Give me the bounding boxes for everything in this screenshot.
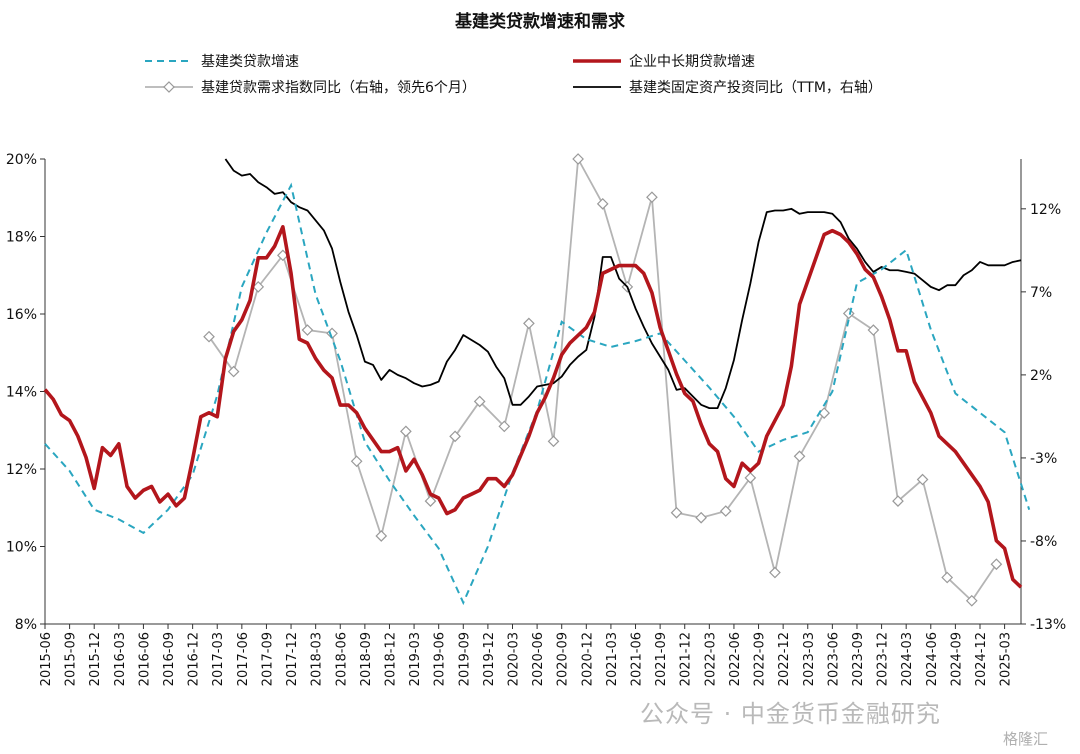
x-tick-label: 2024-06 [925,632,940,686]
x-tick-label: 2025-03 [999,632,1014,686]
x-tick-label: 2015-06 [39,632,54,686]
series-infra-demand-marker [941,571,954,584]
legend-label: 基建贷款需求指数同比（右轴，领先6个月） [201,79,476,96]
series-infra-demand-marker [424,495,437,507]
series-infra-demand-marker [596,197,609,210]
right-tick-label: -13% [1030,617,1066,633]
series-infra-demand-marker [990,558,1003,571]
x-tick-label: 2024-09 [949,632,964,686]
x-tick-label: 2017-06 [236,632,251,686]
series-infra-demand-marker [916,473,929,486]
legend-swatch-infra-demand-marker [163,81,175,93]
x-tick-label: 2019-06 [433,632,448,686]
x-tick-label: 2021-03 [605,632,620,686]
watermark-text: 公众号 · 中金货币金融研究 [640,700,941,728]
x-tick-label: 2020-09 [556,632,571,686]
x-tick-label: 2023-03 [802,632,817,686]
right-tick-label: -8% [1030,534,1057,550]
x-tick-label: 2016-03 [113,632,128,686]
series-infra-demand-marker [301,324,314,336]
x-tick-label: 2017-09 [260,632,275,686]
left-tick-label: 20% [6,152,37,168]
series-infra-demand-marker [818,407,831,419]
series-infra-demand-marker [252,281,265,293]
x-tick-label: 2021-06 [630,632,645,686]
x-tick-label: 2016-06 [137,632,152,686]
x-tick-label: 2016-09 [162,632,177,686]
x-tick-label: 2021-09 [654,632,669,686]
series-infra-demand-marker [670,506,683,519]
series-infra-demand-marker [375,530,388,542]
x-tick-label: 2016-12 [187,632,202,686]
series-infra-demand-marker [523,317,535,330]
series-infra-demand-marker [744,472,757,484]
x-tick-label: 2022-12 [777,632,792,686]
series-infra-demand-marker [867,324,880,336]
series-infra-demand-line [208,155,998,603]
x-tick-label: 2023-12 [876,632,891,686]
x-tick-label: 2021-12 [679,632,694,686]
series-infra-fai-line [224,158,1022,410]
right-tick-label: 7% [1030,285,1052,301]
legend-label: 基建类固定资产投资同比（TTM，右轴） [629,79,882,96]
series-infra-demand-marker [400,425,412,438]
x-tick-label: 2022-06 [728,632,743,686]
series-infra-demand-marker [572,153,584,165]
x-tick-label: 2024-12 [974,632,989,686]
x-tick-label: 2017-03 [211,632,226,686]
x-tick-label: 2015-09 [64,632,79,686]
x-tick-label: 2022-03 [703,632,718,686]
series-infra-loan-growth-line [44,182,1031,606]
legend-label: 企业中长期贷款增速 [629,53,755,70]
series-infra-demand-marker [473,395,486,408]
x-tick-label: 2018-06 [334,632,349,686]
series-infra-demand-marker [965,594,978,607]
series-corp-midlong-loan-line [43,225,1023,589]
x-tick-label: 2018-12 [383,632,398,686]
x-tick-label: 2020-12 [580,632,595,686]
x-tick-label: 2019-09 [457,632,472,686]
x-tick-label: 2020-06 [531,632,546,686]
series-infra-demand-marker [350,455,363,468]
x-tick-label: 2022-09 [753,632,768,686]
series-infra-demand-marker [892,495,904,507]
series-infra-demand-marker [695,511,707,524]
x-tick-label: 2019-03 [408,632,423,686]
left-tick-label: 14% [6,385,37,401]
x-tick-label: 2020-03 [506,632,521,686]
series-infra-demand-marker [449,430,461,443]
series-infra-demand-marker [547,435,560,448]
x-tick-label: 2023-09 [851,632,866,686]
x-tick-label: 2019-12 [482,632,497,686]
axes: 20% 18% 16% 14% 12% 10% 8% 12% 7% 2% -3% -8% -13% 201… [6,152,1066,686]
x-tick-label: 2018-09 [359,632,374,686]
series-infra-demand-marker [203,330,215,343]
x-tick-label: 2023-06 [826,632,841,686]
chart-title: 基建类贷款增速和需求 [454,11,625,32]
right-tick-label: 2% [1030,368,1052,384]
x-tick-label: 2017-12 [285,632,300,686]
x-tick-label: 2018-03 [310,632,325,686]
left-tick-label: 18% [6,230,37,246]
left-tick-label: 8% [15,617,37,633]
left-tick-label: 16% [6,307,37,323]
series-infra-demand-marker [719,505,732,517]
series-layer [43,153,1031,607]
right-tick-label: -3% [1030,451,1057,467]
legend-label: 基建类贷款增速 [201,53,299,70]
x-tick-label: 2024-03 [900,632,915,686]
series-infra-demand-marker [498,420,511,433]
series-infra-demand-marker [646,191,658,204]
right-tick-label: 12% [1030,202,1061,218]
x-tick-label: 2015-12 [88,632,103,686]
series-infra-demand-marker [227,365,240,378]
series-infra-demand-marker [769,566,781,579]
series-infra-demand-marker [842,307,855,320]
left-tick-label: 10% [6,540,37,556]
watermark-logo: 格隆汇 [1003,730,1049,748]
left-tick-label: 12% [6,462,37,478]
series-infra-demand-marker [793,450,806,463]
